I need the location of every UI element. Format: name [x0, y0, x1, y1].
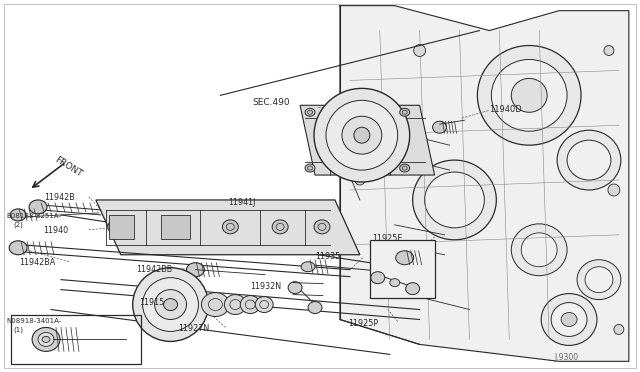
Ellipse shape — [551, 302, 587, 336]
Ellipse shape — [355, 175, 365, 185]
Ellipse shape — [424, 172, 484, 228]
Ellipse shape — [164, 299, 177, 311]
Text: N08918-3401A-: N08918-3401A- — [6, 318, 61, 324]
Ellipse shape — [42, 336, 50, 342]
Ellipse shape — [9, 241, 27, 255]
Ellipse shape — [342, 116, 382, 154]
Polygon shape — [96, 200, 360, 255]
Bar — [161, 215, 191, 239]
Ellipse shape — [608, 184, 620, 196]
Ellipse shape — [567, 140, 611, 180]
Text: B081B8-8251A-: B081B8-8251A- — [6, 213, 61, 219]
Ellipse shape — [240, 296, 260, 314]
Ellipse shape — [492, 60, 567, 131]
Ellipse shape — [371, 272, 385, 283]
Ellipse shape — [511, 78, 547, 112]
Ellipse shape — [143, 278, 198, 331]
Ellipse shape — [614, 324, 624, 334]
Ellipse shape — [314, 89, 410, 182]
Text: FRONT: FRONT — [53, 155, 84, 179]
Ellipse shape — [604, 45, 614, 55]
Ellipse shape — [202, 293, 229, 317]
Ellipse shape — [413, 45, 426, 57]
Ellipse shape — [29, 200, 47, 214]
Ellipse shape — [308, 302, 322, 314]
Ellipse shape — [400, 108, 410, 116]
Text: (2): (2) — [13, 222, 23, 228]
Ellipse shape — [222, 220, 238, 234]
Ellipse shape — [577, 260, 621, 299]
Ellipse shape — [288, 282, 302, 294]
Text: 11935: 11935 — [315, 252, 340, 261]
Ellipse shape — [301, 262, 315, 272]
Text: 11927N: 11927N — [179, 324, 210, 333]
Ellipse shape — [433, 121, 447, 133]
Ellipse shape — [155, 290, 186, 320]
Text: 11942BB: 11942BB — [136, 265, 172, 274]
Ellipse shape — [108, 220, 124, 234]
Polygon shape — [300, 105, 435, 175]
Ellipse shape — [561, 312, 577, 327]
Ellipse shape — [132, 268, 209, 341]
Polygon shape — [340, 6, 629, 361]
Ellipse shape — [400, 164, 410, 172]
Text: (1): (1) — [13, 327, 23, 333]
Ellipse shape — [585, 267, 613, 293]
Text: 11925E: 11925E — [372, 234, 402, 243]
Text: SEC.490: SEC.490 — [252, 98, 290, 108]
Ellipse shape — [32, 327, 60, 352]
Ellipse shape — [390, 279, 400, 286]
Bar — [370, 240, 435, 298]
Text: 11940: 11940 — [43, 226, 68, 235]
Ellipse shape — [38, 333, 54, 346]
Bar — [11, 314, 141, 364]
Ellipse shape — [163, 220, 179, 234]
Ellipse shape — [305, 108, 315, 116]
Ellipse shape — [477, 45, 581, 145]
Ellipse shape — [406, 283, 420, 295]
Text: 11941J: 11941J — [228, 198, 256, 207]
Text: 11942BA: 11942BA — [19, 258, 56, 267]
Ellipse shape — [326, 100, 397, 170]
Ellipse shape — [305, 164, 315, 172]
Ellipse shape — [413, 160, 497, 240]
Ellipse shape — [541, 294, 597, 346]
Ellipse shape — [314, 220, 330, 234]
Bar — [109, 215, 134, 239]
Ellipse shape — [375, 285, 385, 295]
Text: 11932N: 11932N — [250, 282, 282, 291]
Ellipse shape — [225, 295, 246, 314]
Text: 11942B: 11942B — [44, 193, 75, 202]
Ellipse shape — [396, 251, 413, 265]
Text: 11915: 11915 — [139, 298, 164, 307]
Ellipse shape — [511, 224, 567, 276]
Ellipse shape — [557, 130, 621, 190]
Ellipse shape — [255, 296, 273, 312]
Ellipse shape — [186, 263, 204, 277]
Text: 11940D: 11940D — [490, 105, 522, 114]
Ellipse shape — [354, 127, 370, 143]
Text: 11925P: 11925P — [348, 320, 378, 328]
Ellipse shape — [521, 233, 557, 267]
Text: J.9300: J.9300 — [554, 353, 579, 362]
Ellipse shape — [272, 220, 288, 234]
Ellipse shape — [10, 209, 26, 221]
